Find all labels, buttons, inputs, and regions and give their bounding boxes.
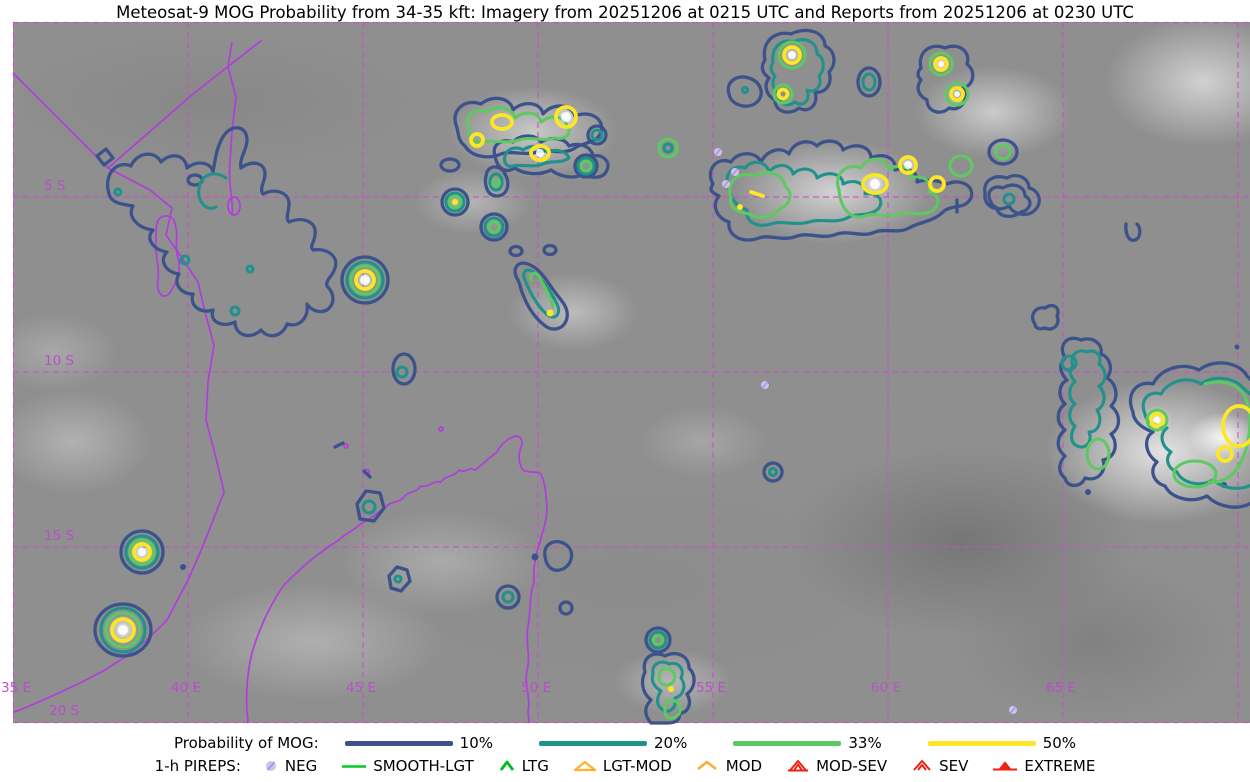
lat-label: 20 S (49, 703, 79, 719)
neg-icon (265, 761, 276, 771)
pirep-item-lgt-mod: LGT-MOD (573, 757, 672, 775)
probability-item-50: 50% (927, 734, 1077, 752)
probability-item-10: 10% (344, 734, 494, 752)
sev-icon (913, 760, 931, 771)
cloud-cores (118, 51, 1160, 635)
probability-33-label: 33% (848, 734, 882, 752)
lon-label: 35 E (1, 680, 31, 696)
probability-10-swatch (344, 740, 453, 746)
lat-label: 15 S (44, 528, 74, 544)
page-title: Meteosat-9 MOG Probability from 34-35 kf… (116, 3, 1134, 22)
probability-10-label: 10% (459, 734, 494, 752)
pirep-extreme-label: EXTREME (1024, 757, 1096, 775)
probability-20-swatch (539, 740, 648, 746)
lon-label: 55 E (696, 680, 726, 696)
pirep-smooth-lgt-label: SMOOTH-LGT (373, 757, 474, 775)
grid-lines (12, 21, 1250, 724)
probability-50-swatch (927, 740, 1036, 746)
pirep-item-smooth-lgt: SMOOTH-LGT (341, 757, 474, 775)
smooth-lgt-icon (342, 765, 367, 768)
ltg-icon (499, 760, 514, 771)
lon-label: 45 E (346, 680, 376, 696)
pirep-item-extreme: EXTREME (992, 757, 1095, 775)
probability-33-swatch (733, 740, 842, 746)
pirep-item-mod-sev: MOD-SEV (786, 757, 887, 775)
pirep-mod-label: MOD (725, 757, 763, 775)
probability-legend-label: Probability of MOG: (173, 734, 319, 752)
mog-contours-10pct (93, 28, 1250, 725)
lon-label: 65 E (1046, 680, 1076, 696)
pirep-sev-label: SEV (939, 757, 969, 775)
lat-label: 5 S (44, 178, 65, 194)
mog-contours-50pct (110, 45, 1250, 692)
satellite-map: 5 S 10 S 15 S 20 S 35 E 40 E 45 E 50 E 5… (1, 21, 1250, 725)
lgt-mod-icon (573, 760, 596, 772)
mog-contours-20pct (99, 38, 1250, 713)
pirep-item-sev: SEV (911, 757, 968, 775)
lat-label: 10 S (44, 353, 74, 369)
pirep-item-neg: NEG (263, 757, 317, 775)
lon-label: 40 E (171, 680, 201, 696)
probability-item-33: 33% (733, 734, 882, 752)
grid-labels: 5 S 10 S 15 S 20 S 35 E 40 E 45 E 50 E 5… (1, 178, 1076, 719)
mod-sev-icon (788, 760, 809, 772)
pireps-legend: 1-h PIREPS: NEG SMOOTH-LGT LTG LGT-MOD (0, 756, 1250, 776)
pirep-item-ltg: LTG (498, 757, 549, 775)
extreme-icon (993, 761, 1018, 771)
pirep-ltg-label: LTG (521, 757, 549, 775)
lon-label: 50 E (521, 680, 551, 696)
lon-label: 60 E (871, 680, 901, 696)
pirep-lgt-mod-label: LGT-MOD (602, 757, 672, 775)
pirep-neg-label: NEG (284, 757, 318, 775)
pireps-legend-label: 1-h PIREPS: (154, 757, 241, 775)
map-overlay: 5 S 10 S 15 S 20 S 35 E 40 E 45 E 50 E 5… (1, 21, 1250, 725)
mog-contours-33pct (104, 40, 1250, 720)
coastlines (12, 39, 770, 724)
probability-20-label: 20% (654, 734, 688, 752)
neg-pirep-markers (714, 148, 1017, 714)
pirep-mod-sev-label: MOD-SEV (816, 757, 888, 775)
probability-50-label: 50% (1042, 734, 1077, 752)
pirep-item-mod: MOD (696, 757, 762, 775)
probability-legend: Probability of MOG: 10% 20% 33% 50% (0, 733, 1250, 753)
probability-item-20: 20% (539, 734, 687, 752)
mod-icon (697, 760, 717, 770)
